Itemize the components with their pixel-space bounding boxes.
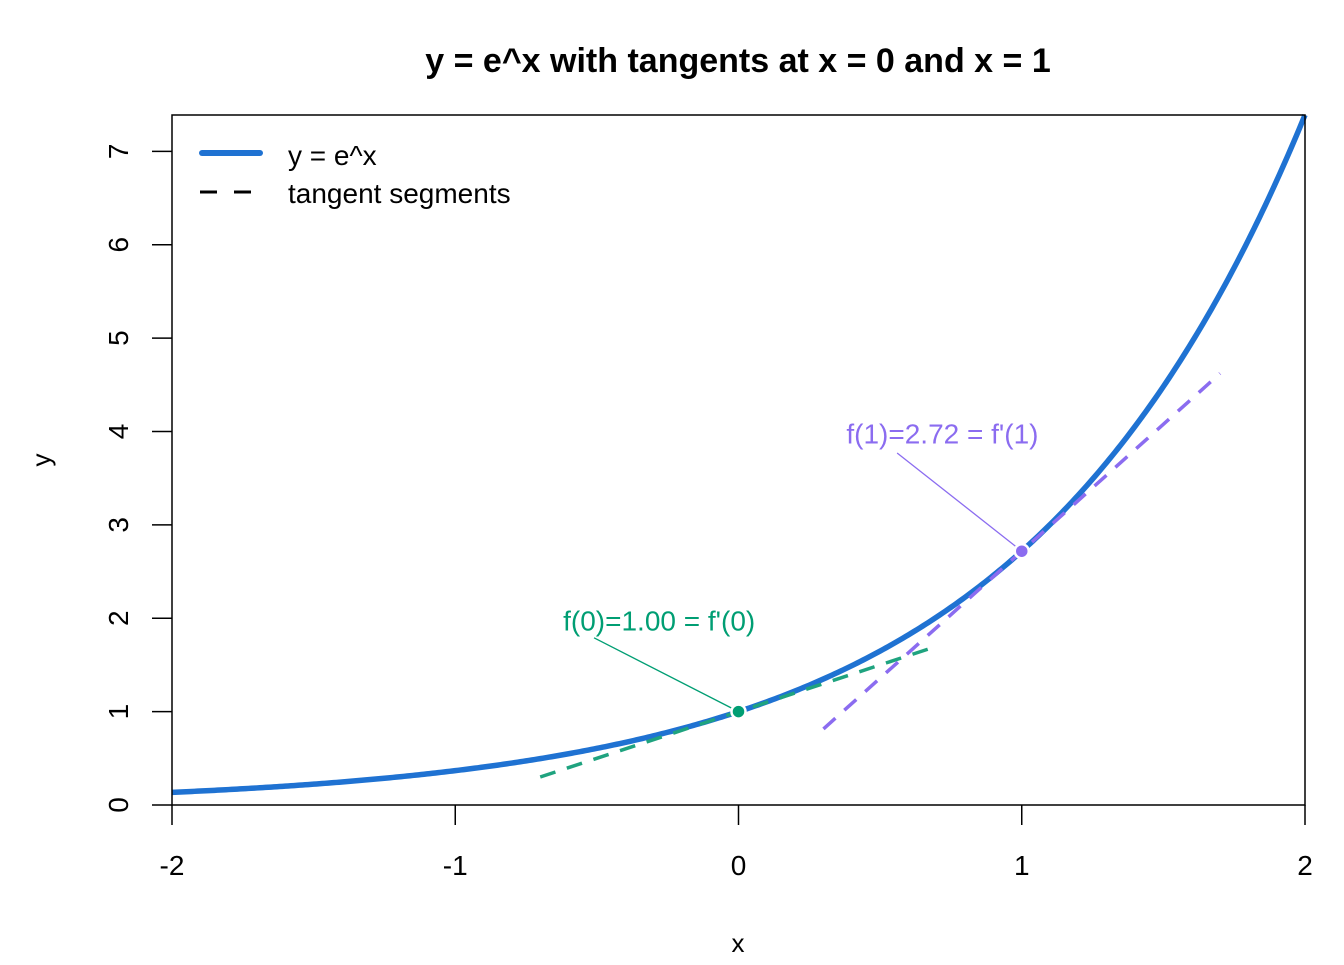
plot-box — [171, 114, 1306, 806]
legend-label-curve: y = e^x — [288, 140, 377, 171]
y-tick-label: 3 — [103, 517, 134, 533]
tangent-point-0 — [730, 703, 747, 720]
legend-label-tangent: tangent segments — [288, 178, 511, 209]
y-tick-label: 6 — [103, 237, 134, 253]
y-tick-label: 1 — [103, 704, 134, 720]
chart-title: y = e^x with tangents at x = 0 and x = 1 — [425, 42, 1050, 80]
y-tick-label: 2 — [103, 610, 134, 626]
legend: y = e^x tangent segments — [199, 140, 511, 209]
annotation-label-1: f(1)=2.72 = f'(1) — [846, 419, 1038, 450]
y-tick-label: 7 — [103, 144, 134, 160]
x-tick-label: -2 — [160, 850, 185, 881]
y-axis: 0 1 2 3 4 5 6 7 — [103, 144, 172, 813]
y-tick-label: 5 — [103, 330, 134, 346]
exp-curve — [171, 113, 1308, 796]
x-axis-label: x — [732, 928, 745, 958]
x-tick-label: 2 — [1297, 850, 1313, 881]
y-tick-label: 4 — [103, 424, 134, 440]
x-tick-label: 1 — [1014, 850, 1030, 881]
y-tick-label: 0 — [103, 797, 134, 813]
x-tick-label: -1 — [443, 850, 468, 881]
x-axis: -2 -1 0 1 2 — [160, 805, 1313, 881]
annotation-label-0: f(0)=1.00 = f'(0) — [563, 605, 755, 636]
annotation-leader-0 — [593, 637, 739, 713]
annotation-leader-1 — [896, 452, 1023, 552]
tangent-point-1 — [1013, 542, 1030, 560]
x-tick-label: 0 — [731, 850, 747, 881]
y-axis-label: y — [26, 454, 56, 467]
